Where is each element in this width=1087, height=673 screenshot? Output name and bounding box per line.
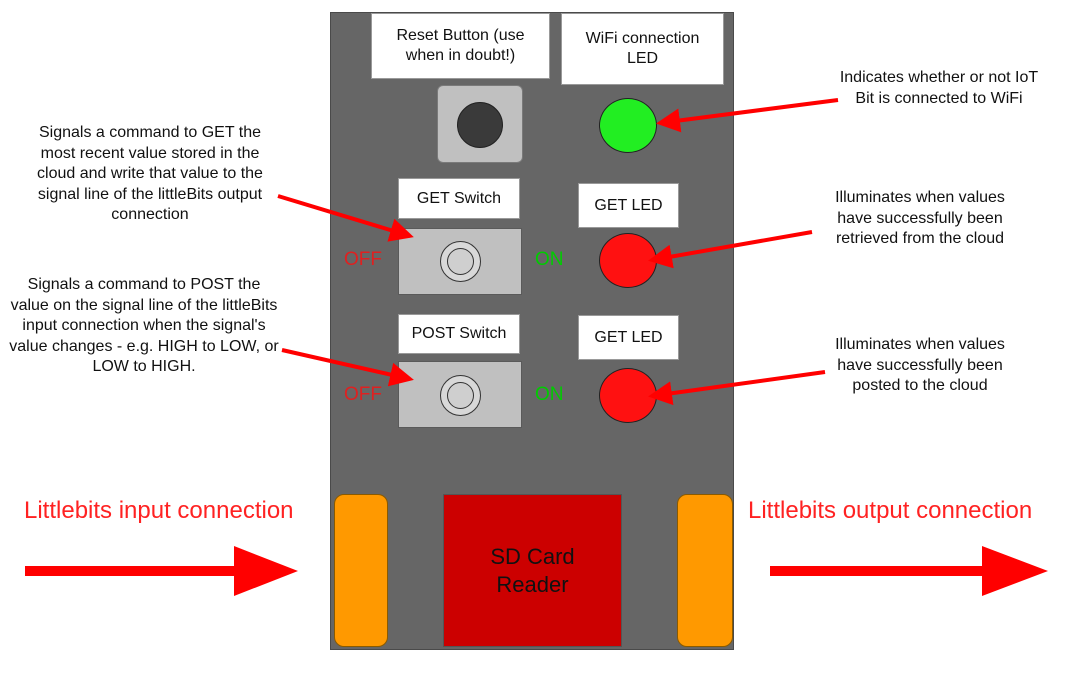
post-led-label: GET LED	[578, 315, 679, 360]
get-switch-arrow-icon	[277, 194, 414, 242]
get-switch-outer-icon	[440, 241, 481, 282]
input-connector	[334, 494, 388, 647]
output-connector	[677, 494, 733, 647]
post-switch[interactable]	[398, 361, 522, 428]
post-switch-label: POST Switch	[398, 314, 520, 354]
post-led	[599, 368, 657, 423]
output-connection-arrow-icon	[770, 546, 1048, 596]
sd-card-reader: SD Card Reader	[443, 494, 622, 647]
post-switch-inner-icon	[447, 382, 474, 409]
get-on-text: ON	[535, 249, 564, 270]
wifi-led-label: WiFi connection LED	[561, 13, 724, 85]
input-connection-label: Littlebits input connection	[24, 497, 294, 524]
get-switch-note: Signals a command to GET the most recent…	[37, 124, 263, 223]
get-switch[interactable]	[398, 228, 522, 295]
post-on-text: ON	[535, 384, 564, 405]
wifi-led	[599, 98, 657, 153]
output-connection-label: Littlebits output connection	[748, 497, 1033, 524]
wifi-arrow-icon	[656, 98, 839, 133]
post-off-text: OFF	[344, 384, 382, 405]
get-led-note: Illuminates when values have successfull…	[835, 189, 1005, 247]
get-led	[599, 233, 657, 288]
get-switch-inner-icon	[447, 248, 474, 275]
reset-button[interactable]	[437, 85, 523, 163]
get-led-arrow-icon	[648, 230, 813, 269]
post-led-note: Illuminates when values have successfull…	[835, 336, 1005, 394]
get-off-text: OFF	[344, 249, 382, 270]
post-switch-arrow-icon	[281, 348, 414, 387]
post-led-arrow-icon	[648, 370, 826, 406]
wifi-note: Indicates whether or not IoT Bit is conn…	[839, 69, 1039, 107]
get-led-label: GET LED	[578, 183, 679, 228]
post-switch-note: Signals a command to POST the value on t…	[9, 276, 279, 375]
get-switch-label: GET Switch	[398, 178, 520, 219]
input-connection-arrow-icon	[25, 546, 298, 596]
post-switch-outer-icon	[440, 375, 481, 416]
reset-button-cap-icon	[457, 102, 503, 148]
reset-button-label: Reset Button (use when in doubt!)	[371, 13, 550, 79]
